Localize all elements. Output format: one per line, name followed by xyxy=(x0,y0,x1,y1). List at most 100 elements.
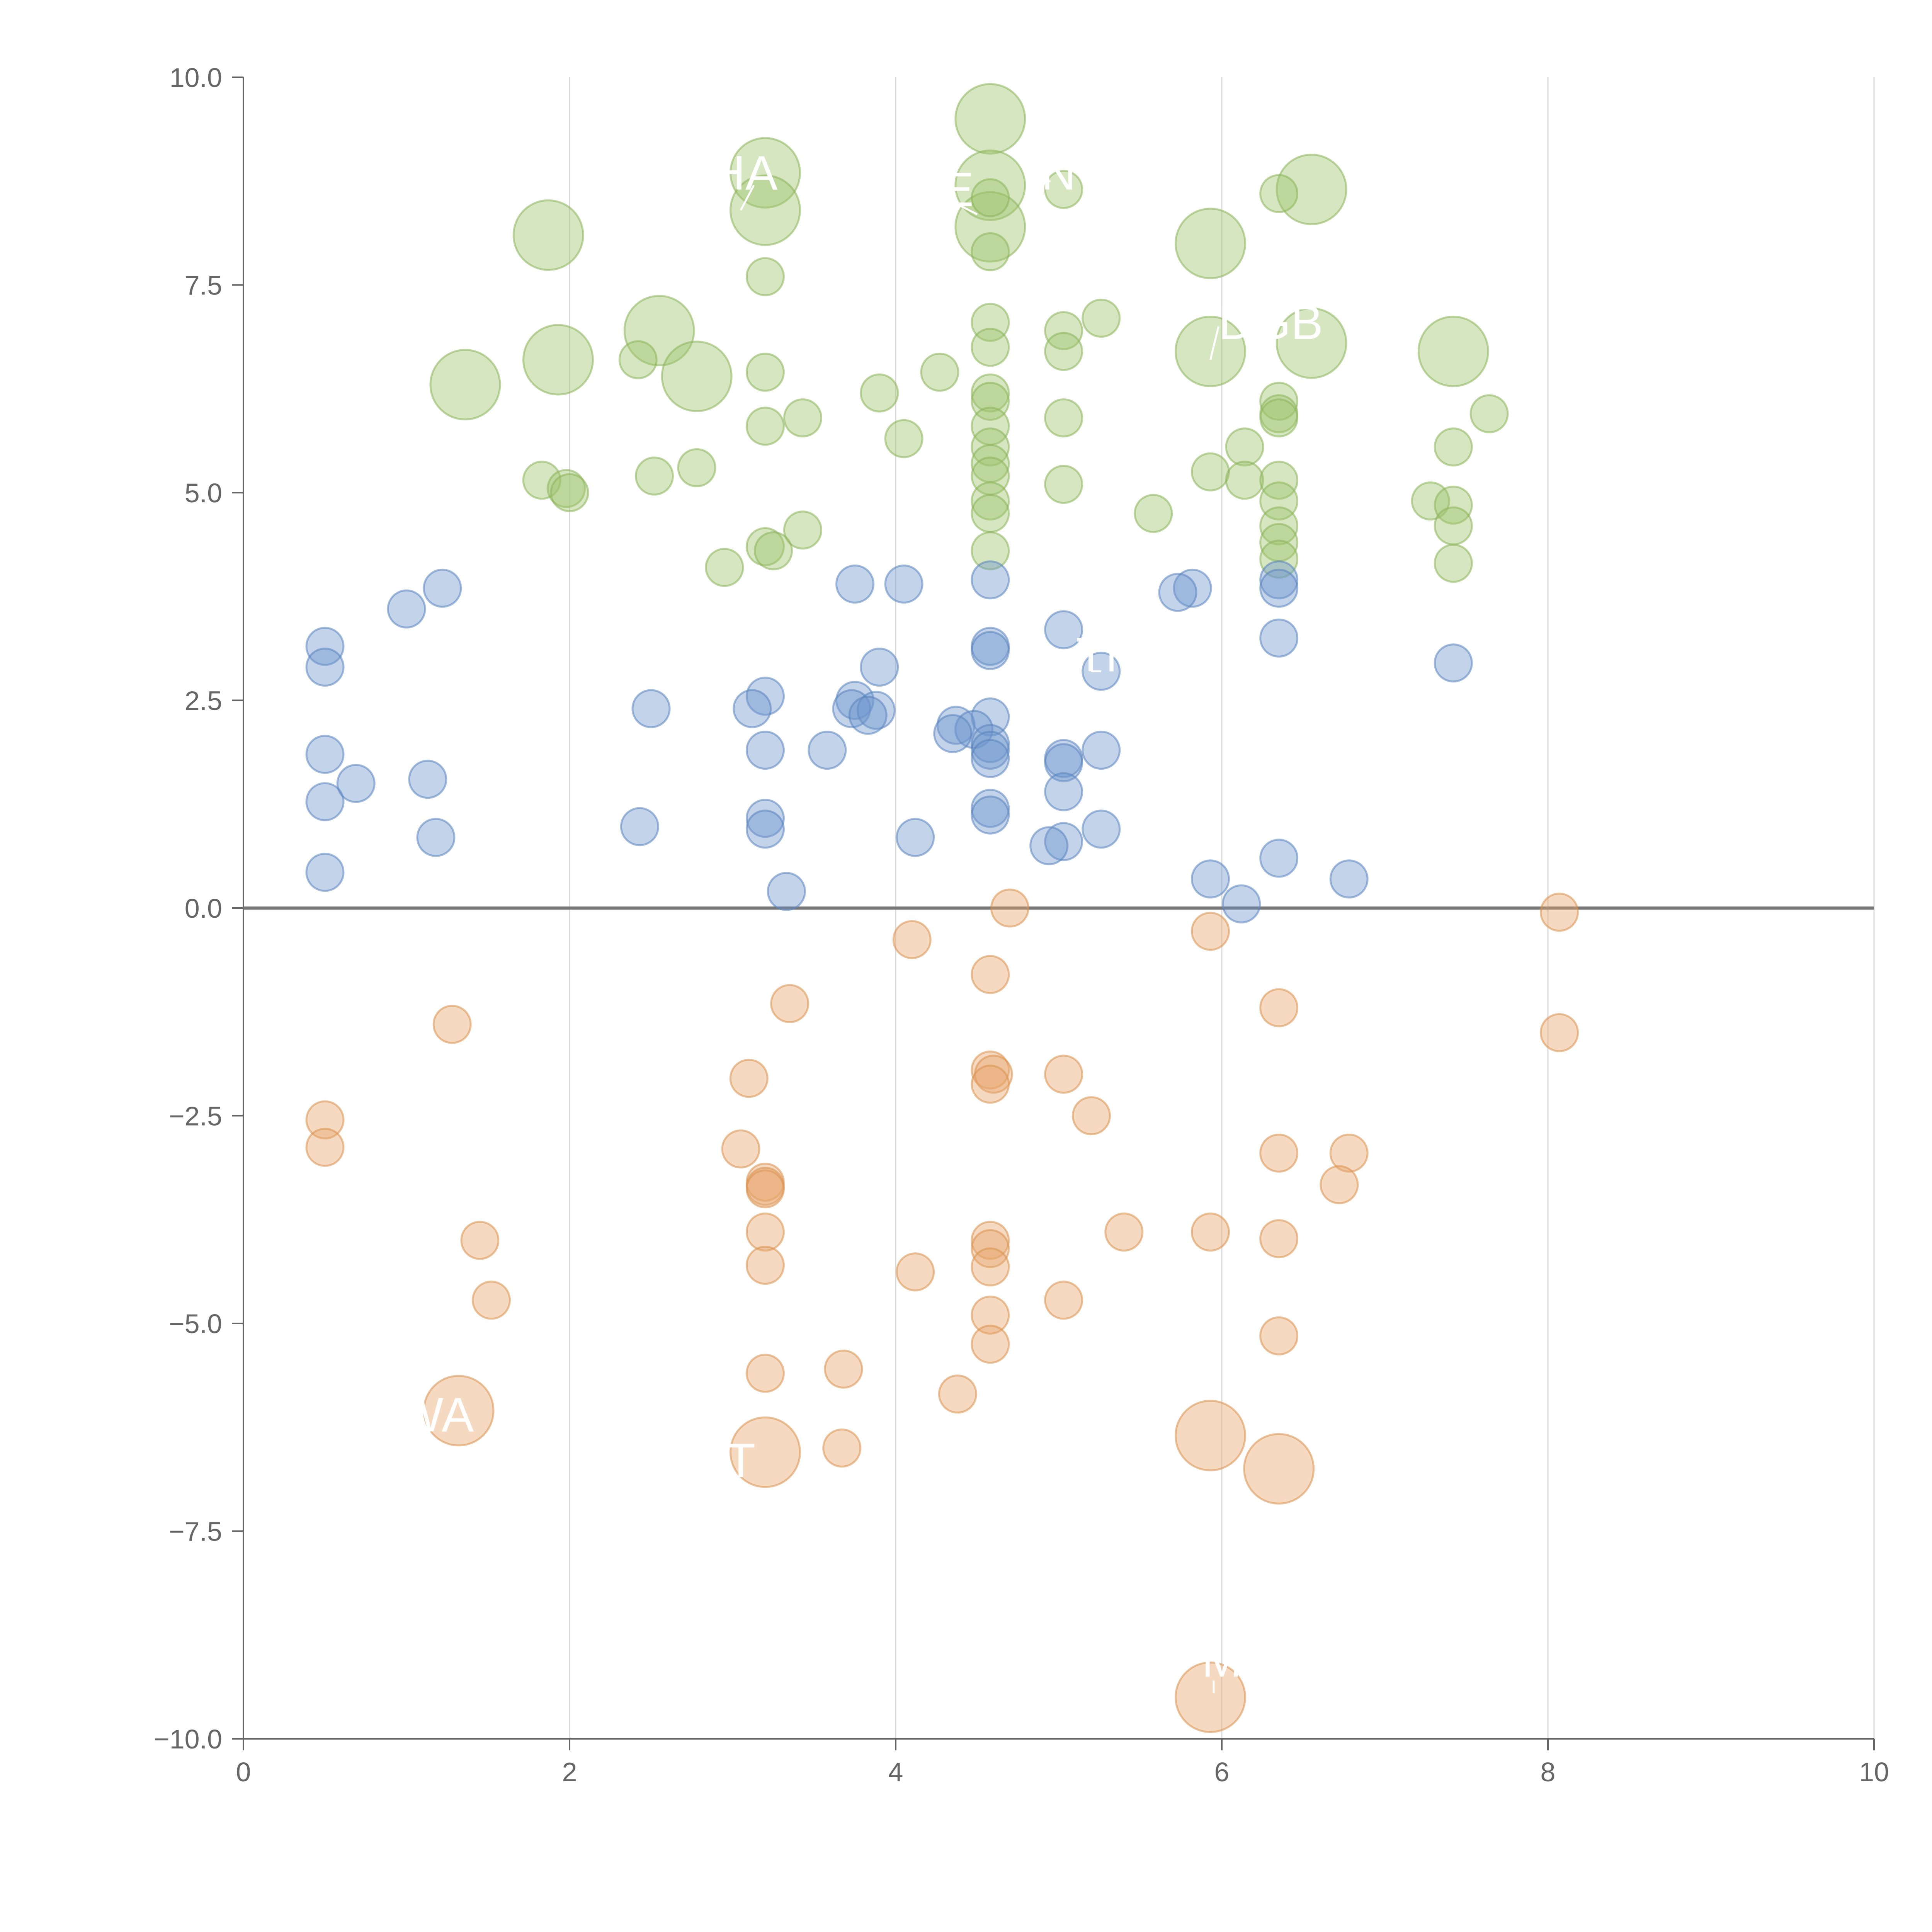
data-point-low[interactable] xyxy=(971,1325,1010,1364)
data-point-high[interactable] xyxy=(920,352,959,392)
data-point-high[interactable] xyxy=(1434,485,1473,525)
data-point-low[interactable] xyxy=(1190,912,1230,951)
data-point-high[interactable] xyxy=(971,328,1010,367)
data-point-low-large[interactable] xyxy=(423,1375,495,1447)
data-point-mid[interactable] xyxy=(631,689,671,728)
data-point-high[interactable] xyxy=(1434,427,1473,467)
data-point-mid[interactable] xyxy=(733,689,772,728)
data-point-high-large[interactable] xyxy=(1276,153,1347,225)
data-point-mid[interactable] xyxy=(305,735,345,774)
data-point-mid[interactable] xyxy=(745,731,785,770)
data-point-mid[interactable] xyxy=(745,810,785,849)
data-point-mid[interactable] xyxy=(1259,838,1299,878)
data-point-high[interactable] xyxy=(1434,544,1473,583)
data-point-mid[interactable] xyxy=(305,648,345,687)
data-point-high[interactable] xyxy=(1190,452,1230,492)
data-point-low[interactable] xyxy=(460,1221,500,1260)
data-point-high[interactable] xyxy=(1259,539,1299,579)
data-point-mid[interactable] xyxy=(1259,568,1299,608)
data-point-high[interactable] xyxy=(1044,398,1083,437)
data-point-mid[interactable] xyxy=(1082,810,1121,849)
data-point-high-large[interactable] xyxy=(954,83,1026,155)
data-point-mid[interactable] xyxy=(1029,826,1069,866)
data-point-mid[interactable] xyxy=(884,565,923,604)
data-point-high-large[interactable] xyxy=(1276,307,1347,379)
data-point-low[interactable] xyxy=(971,955,1010,994)
data-point-mid[interactable] xyxy=(971,739,1010,778)
data-point-mid[interactable] xyxy=(1329,859,1369,899)
data-point-mid[interactable] xyxy=(1222,884,1261,923)
data-point-high[interactable] xyxy=(634,456,674,496)
data-point-high[interactable] xyxy=(745,352,785,392)
data-point-low[interactable] xyxy=(892,920,932,959)
data-point-high-large[interactable] xyxy=(512,199,584,271)
data-point-low[interactable] xyxy=(971,1247,1010,1287)
data-point-mid[interactable] xyxy=(1434,643,1473,683)
data-point-mid[interactable] xyxy=(305,853,345,892)
data-point-low[interactable] xyxy=(305,1100,345,1139)
data-point-mid[interactable] xyxy=(416,818,456,857)
data-point-low-large[interactable] xyxy=(1174,1662,1246,1733)
data-point-mid[interactable] xyxy=(971,731,1010,770)
data-point-low-large[interactable] xyxy=(1243,1433,1315,1505)
data-point-high[interactable] xyxy=(1044,170,1083,209)
data-point-high[interactable] xyxy=(745,406,785,446)
data-point-low[interactable] xyxy=(1259,1133,1299,1173)
data-point-low[interactable] xyxy=(1190,1213,1230,1252)
data-point-high[interactable] xyxy=(705,548,744,587)
data-point-mid[interactable] xyxy=(767,872,806,911)
data-point-high[interactable] xyxy=(783,510,822,550)
data-point-mid[interactable] xyxy=(387,589,426,629)
data-point-high[interactable] xyxy=(1259,398,1299,437)
data-point-mid[interactable] xyxy=(971,560,1010,600)
data-point-low[interactable] xyxy=(971,1296,1010,1335)
data-point-high[interactable] xyxy=(1259,461,1299,500)
data-point-low[interactable] xyxy=(938,1374,977,1414)
data-point-high-large[interactable] xyxy=(1174,207,1246,279)
data-point-high[interactable] xyxy=(550,473,589,512)
data-point-high[interactable] xyxy=(884,419,923,458)
data-point-mid[interactable] xyxy=(808,731,847,770)
data-point-low[interactable] xyxy=(1259,1316,1299,1355)
data-point-high[interactable] xyxy=(1225,461,1264,500)
data-point-high[interactable] xyxy=(618,340,658,379)
data-point-high-large[interactable] xyxy=(429,349,501,420)
data-point-low-large[interactable] xyxy=(729,1416,801,1488)
data-point-high[interactable] xyxy=(754,531,793,570)
data-point-mid[interactable] xyxy=(745,799,785,838)
data-point-low[interactable] xyxy=(1259,988,1299,1027)
data-point-mid[interactable] xyxy=(896,818,935,857)
data-point-high-large[interactable] xyxy=(729,174,801,246)
data-point-mid[interactable] xyxy=(305,627,345,666)
data-point-high[interactable] xyxy=(1259,506,1299,546)
data-point-high[interactable] xyxy=(971,531,1010,570)
data-point-mid[interactable] xyxy=(971,631,1010,670)
data-point-low[interactable] xyxy=(971,1221,1010,1260)
data-point-high[interactable] xyxy=(1044,332,1083,371)
data-point-mid[interactable] xyxy=(1082,731,1121,770)
data-point-mid[interactable] xyxy=(1044,822,1083,861)
data-point-high-large[interactable] xyxy=(729,137,801,209)
data-point-mid[interactable] xyxy=(848,696,888,735)
data-point-low[interactable] xyxy=(432,1005,472,1044)
data-point-low[interactable] xyxy=(305,1128,345,1167)
data-point-mid[interactable] xyxy=(1190,859,1230,899)
data-point-high[interactable] xyxy=(860,373,899,413)
data-point-low[interactable] xyxy=(1259,1219,1299,1259)
data-point-high[interactable] xyxy=(971,232,1010,271)
data-point-high[interactable] xyxy=(1044,465,1083,504)
data-point-low[interactable] xyxy=(896,1252,935,1292)
data-point-high[interactable] xyxy=(971,427,1010,467)
data-point-low[interactable] xyxy=(729,1059,769,1098)
data-point-high-large[interactable] xyxy=(1417,316,1489,387)
data-point-high-large[interactable] xyxy=(661,340,733,412)
data-point-low[interactable] xyxy=(1329,1133,1369,1173)
data-point-mid[interactable] xyxy=(1044,610,1083,650)
data-point-low[interactable] xyxy=(1044,1054,1083,1094)
data-point-mid[interactable] xyxy=(408,760,447,799)
data-point-mid[interactable] xyxy=(336,764,376,803)
data-point-mid[interactable] xyxy=(1158,573,1197,612)
data-point-high[interactable] xyxy=(1469,394,1509,434)
data-point-high[interactable] xyxy=(1134,494,1173,533)
data-point-high[interactable] xyxy=(1082,299,1121,338)
